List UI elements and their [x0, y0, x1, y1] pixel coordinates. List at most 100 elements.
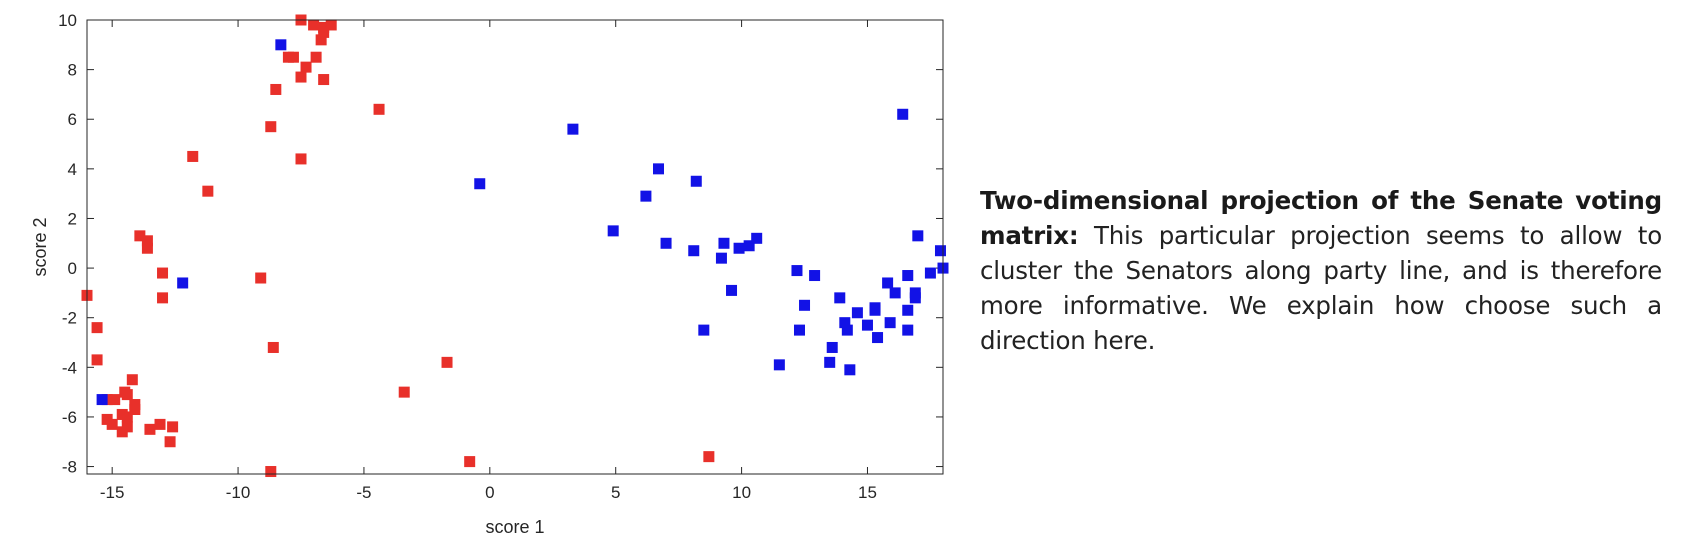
data-point [141, 242, 153, 254]
x-tick-label: -5 [356, 483, 371, 502]
data-point [141, 235, 153, 247]
data-point [315, 34, 327, 46]
data-point [690, 175, 702, 187]
data-point [882, 277, 894, 289]
data-point [121, 389, 133, 401]
data-point [255, 272, 267, 284]
y-tick-label: 8 [68, 61, 77, 80]
data-point [703, 451, 715, 463]
data-point [902, 324, 914, 336]
data-point [474, 178, 486, 190]
data-point [398, 386, 410, 398]
data-point [202, 185, 214, 197]
data-point [154, 418, 166, 430]
data-point [934, 245, 946, 257]
data-point [567, 123, 579, 135]
y-tick-label: -8 [62, 458, 77, 477]
data-point [872, 332, 884, 344]
x-tick-label: -10 [226, 483, 251, 502]
y-tick-label: -4 [62, 358, 77, 377]
data-point [134, 230, 146, 242]
series-0 [81, 14, 715, 478]
x-axis-ticks: -15 -10 -5 0 5 10 15 [100, 20, 877, 502]
data-point [318, 26, 330, 38]
data-point [834, 292, 846, 304]
data-point [373, 103, 385, 115]
data-point [773, 359, 785, 371]
data-point [902, 270, 914, 282]
data-point [318, 74, 330, 86]
data-point [157, 292, 169, 304]
data-point [96, 394, 108, 406]
data-point [751, 232, 763, 244]
data-point [295, 153, 307, 165]
data-points [81, 14, 949, 478]
data-point [844, 364, 856, 376]
y-axis-ticks: -8 -6 -4 -2 0 2 4 6 8 10 [58, 11, 943, 477]
data-point [164, 436, 176, 448]
x-tick-label: 5 [611, 483, 620, 502]
data-point [869, 304, 881, 316]
data-point [464, 456, 476, 468]
data-point [265, 466, 277, 478]
data-point [912, 230, 924, 242]
plot-area-background [87, 20, 943, 474]
data-point [308, 19, 320, 31]
data-point [897, 108, 909, 120]
data-point [826, 341, 838, 353]
data-point [267, 341, 279, 353]
data-point [743, 240, 755, 252]
y-axis-label: score 2 [30, 217, 50, 276]
data-point [824, 356, 836, 368]
data-point [270, 83, 282, 95]
y-tick-label: 10 [58, 11, 77, 30]
data-point [688, 245, 700, 257]
scatter-chart: -8 -6 -4 -2 0 2 4 6 8 10 -15 -10 -5 0 5 10 15 score 1 s… [30, 11, 949, 537]
data-point [607, 225, 619, 237]
plot-frame [86, 19, 944, 475]
data-point [295, 71, 307, 83]
data-point [325, 19, 337, 31]
data-point [167, 421, 179, 433]
data-point [126, 374, 138, 386]
x-axis-label: score 1 [485, 517, 544, 537]
caption-title: Two-dimensional projection of the Senate… [980, 186, 1662, 250]
data-point [287, 51, 299, 63]
data-point [841, 324, 853, 336]
data-point [902, 304, 914, 316]
data-point [799, 299, 811, 311]
data-point [924, 267, 936, 279]
data-point [889, 287, 901, 299]
data-point [640, 190, 652, 202]
x-tick-label: 15 [858, 483, 877, 502]
caption-body: This particular projection seems to allo… [980, 221, 1662, 355]
series-1 [96, 39, 949, 406]
data-point [310, 51, 322, 63]
data-point [718, 237, 730, 249]
data-point [144, 423, 156, 435]
x-tick-label: 0 [485, 483, 494, 502]
data-point [91, 322, 103, 334]
data-point [265, 121, 277, 133]
data-point [909, 292, 921, 304]
data-point [116, 426, 128, 438]
y-tick-label: 4 [68, 160, 77, 179]
figure-caption: Two-dimensional projection of the Senate… [980, 183, 1662, 358]
data-point [157, 267, 169, 279]
y-tick-label: 6 [68, 110, 77, 129]
data-point [733, 242, 745, 254]
y-tick-label: 2 [68, 209, 77, 228]
data-point [660, 237, 672, 249]
data-point [698, 324, 710, 336]
y-tick-label: -2 [62, 309, 77, 328]
x-tick-label: 10 [732, 483, 751, 502]
data-point [653, 163, 665, 175]
data-point [839, 317, 851, 329]
data-point [109, 394, 121, 406]
data-point [809, 270, 821, 282]
data-point [275, 39, 287, 51]
data-point [861, 319, 873, 331]
data-point [177, 277, 189, 289]
data-point [187, 150, 199, 162]
data-point [715, 252, 727, 264]
